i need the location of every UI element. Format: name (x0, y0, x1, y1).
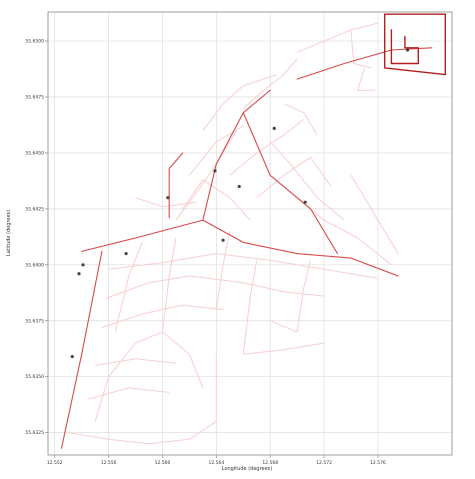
y-tick-label: 55.6375 (25, 318, 44, 324)
x-tick-label: 12.572 (316, 460, 332, 466)
route-node-point (303, 200, 307, 204)
route-series-line (390, 29, 419, 65)
y-axis-label: Latitude (degrees) (6, 210, 12, 256)
network-street (357, 67, 376, 91)
route-series-line (384, 13, 446, 76)
network-street (189, 125, 244, 176)
x-tick-label: 12.560 (155, 460, 171, 466)
network-street (108, 253, 378, 279)
y-axis-ticks: 55.6325 55.6350 55.6375 55.6400 55.6425 55.64… (25, 39, 48, 436)
network-street (175, 130, 237, 221)
network-street (243, 342, 325, 355)
network-street (242, 260, 258, 355)
route-series-line (81, 219, 399, 277)
x-tick-label: 12.556 (101, 460, 117, 466)
network-street (350, 29, 372, 69)
street-network (68, 22, 399, 445)
route-nodes (70, 48, 410, 359)
route-series-line (60, 250, 103, 449)
x-axis-label: Longitude (degrees) (222, 466, 273, 472)
x-tick-label: 12.576 (370, 460, 386, 466)
network-street (105, 275, 325, 299)
route-node-point (81, 263, 85, 267)
route-node-point (405, 48, 410, 52)
network-street (242, 58, 298, 109)
x-tick-label: 12.568 (262, 460, 278, 466)
network-street (94, 331, 204, 422)
network-street (296, 260, 312, 332)
y-tick-label: 55.6500 (25, 39, 44, 45)
route-series-line (242, 112, 339, 255)
network-street (283, 103, 318, 136)
y-tick-label: 55.6325 (25, 430, 44, 436)
route-series-line (202, 89, 271, 221)
route-node-point (166, 196, 170, 200)
x-axis-ticks: 12.552 12.556 12.560 12.564 12.568 12.572 12.5… (47, 455, 386, 466)
y-tick-label: 55.6475 (25, 95, 44, 101)
network-street (202, 74, 278, 131)
network-street (270, 320, 298, 333)
network-street (101, 304, 224, 328)
network-street (95, 358, 176, 366)
network-street (135, 197, 197, 208)
network-street (350, 175, 399, 254)
route-lines (60, 13, 446, 449)
network-street (215, 231, 231, 310)
route-node-point (77, 272, 81, 276)
network-street (229, 119, 305, 176)
x-tick-label: 12.564 (208, 460, 224, 466)
y-tick-label: 55.6425 (25, 206, 44, 212)
route-node-point (213, 169, 217, 173)
route-node-point (272, 126, 276, 130)
y-tick-label: 55.6350 (25, 374, 44, 380)
route-node-point (237, 184, 241, 189)
network-street (68, 354, 217, 445)
network-street (182, 179, 251, 221)
network-street (256, 156, 332, 199)
network-street (269, 141, 345, 221)
grid (48, 12, 452, 455)
y-tick-label: 55.6400 (25, 262, 44, 268)
route-node-point (221, 238, 225, 242)
y-tick-label: 55.6450 (25, 150, 44, 156)
network-street (162, 237, 177, 332)
network-street (88, 387, 170, 400)
route-series-line (168, 152, 184, 219)
route-series-line (296, 47, 433, 80)
x-tick-label: 12.552 (47, 460, 63, 466)
network-street (296, 22, 379, 53)
network-street (114, 242, 143, 333)
route-node-point (124, 252, 128, 256)
plot-frame (47, 11, 453, 456)
route-node-point (70, 354, 74, 359)
